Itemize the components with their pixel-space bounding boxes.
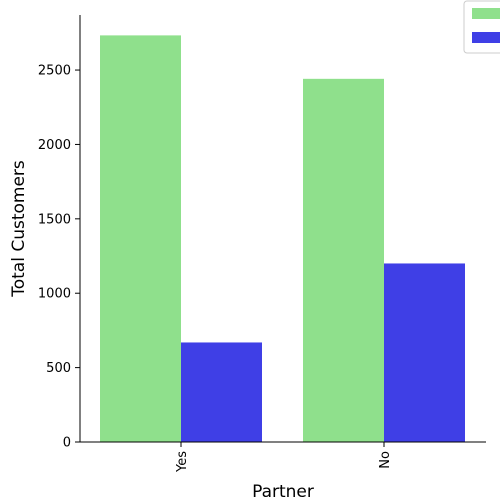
y-tick-label: 500 [46,361,71,376]
axes-group [79,15,486,443]
x-axis-title: Partner [252,482,314,500]
y-axis-title: Total Customers [9,160,29,298]
y-tick-label: 2500 [38,64,71,79]
x-axis-ticks: Yes No [175,442,393,473]
x-tick-label: No [378,451,393,469]
y-axis-ticks: 0 500 1000 1500 2000 2500 [38,64,80,451]
bars-group [100,35,465,442]
bar-no-series-2 [384,263,465,442]
x-tick-label: Yes [175,451,190,473]
y-tick-label: 1500 [38,212,71,227]
y-tick-label: 0 [63,436,71,451]
legend-swatch-series-2 [472,32,500,43]
y-tick-label: 2000 [38,138,71,153]
legend [463,0,500,54]
legend-swatch-series-1 [472,8,500,19]
bar-no-series-1 [303,78,384,442]
bar-yes-series-1 [100,35,181,442]
y-tick-label: 1000 [38,287,71,302]
bar-yes-series-2 [181,342,262,442]
